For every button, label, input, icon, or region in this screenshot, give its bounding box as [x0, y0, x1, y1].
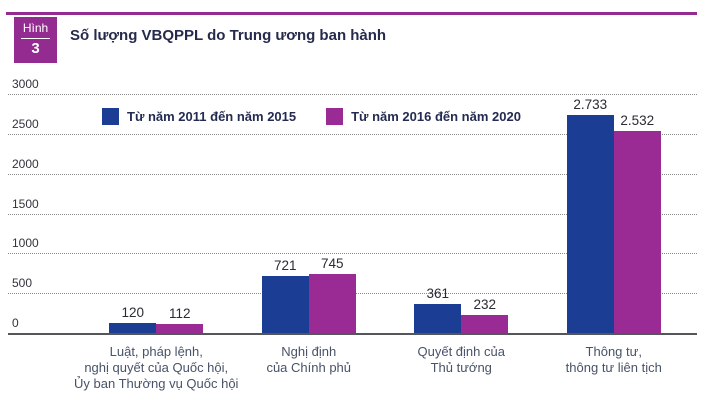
bar-value-label: 2.532 [620, 113, 655, 129]
category-label: Quyết định của Thủ tướng [417, 344, 505, 375]
figure-badge-divider [21, 38, 50, 39]
chart-legend: Từ năm 2011 đến năm 2015 Từ năm 2016 đến … [102, 107, 521, 125]
y-tick-label: 2500 [12, 116, 39, 131]
legend-swatch [102, 107, 119, 125]
x-axis-line [8, 333, 697, 335]
bar-column: 2.733 [566, 97, 614, 333]
category-label: Luật, pháp lệnh, nghị quyết của Quốc hội,… [74, 344, 239, 391]
bar-column: 745 [308, 255, 356, 333]
bar-column: 112 [156, 306, 204, 333]
bar-value-label: 721 [273, 257, 297, 273]
top-border-line [6, 12, 697, 15]
bar-value-label: 745 [320, 255, 344, 271]
gridline [8, 94, 697, 95]
bar-group: 361 232 [385, 286, 538, 333]
bar [414, 304, 462, 333]
legend-label: Từ năm 2011 đến năm 2015 [127, 108, 297, 124]
bar [461, 314, 509, 333]
category-label: Thông tư, thông tư liên tịch [565, 344, 662, 375]
bar-group: 120 112 [80, 305, 233, 333]
bar-value-label: 120 [121, 305, 145, 321]
y-tick-label: 500 [12, 276, 33, 291]
bar-value-label: 112 [168, 306, 191, 322]
gridline [8, 133, 697, 135]
bar-column: 361 [414, 286, 462, 333]
figure-badge: Hình 3 [14, 17, 57, 63]
y-tick-label: 1000 [12, 236, 39, 251]
gridline [8, 253, 697, 255]
bar [613, 131, 661, 333]
bar [566, 115, 614, 333]
bar-column: 120 [109, 305, 157, 333]
bar [109, 323, 157, 333]
category-label: Nghị định của Chính phủ [266, 344, 352, 375]
x-axis-category-labels: Luật, pháp lệnh, nghị quyết của Quốc hội,… [0, 344, 701, 404]
bar-group: 721 745 [233, 256, 386, 333]
y-tick-label: 2000 [12, 156, 39, 171]
figure-badge-number: 3 [31, 40, 40, 57]
y-tick-label: 0 [12, 316, 19, 330]
bar [308, 273, 356, 333]
bar-value-label: 232 [473, 296, 497, 312]
gridline [8, 213, 697, 215]
bar-column: 721 [261, 257, 309, 333]
figure-badge-label: Hình [22, 21, 49, 35]
bar-column: 2.532 [613, 113, 661, 333]
legend-item: Từ năm 2011 đến năm 2015 [102, 107, 297, 125]
legend-item: Từ năm 2016 đến năm 2020 [326, 107, 521, 125]
y-tick-label: 3000 [12, 77, 39, 91]
bar [261, 275, 309, 333]
bar-value-label: 361 [426, 286, 450, 302]
bar [156, 324, 204, 333]
y-tick-label: 1500 [12, 196, 39, 211]
bars-layer: 120 112 721 745 361 232 2.733 2.532 [80, 94, 690, 333]
chart-title: Số lượng VBQPPL do Trung ương ban hành [70, 27, 387, 44]
legend-label: Từ năm 2016 đến năm 2020 [351, 108, 521, 124]
bar-value-label: 2.733 [573, 97, 608, 113]
legend-swatch [326, 107, 344, 125]
bar-column: 232 [461, 296, 509, 333]
bar-group: 2.733 2.532 [538, 97, 691, 333]
gridline [8, 173, 697, 175]
